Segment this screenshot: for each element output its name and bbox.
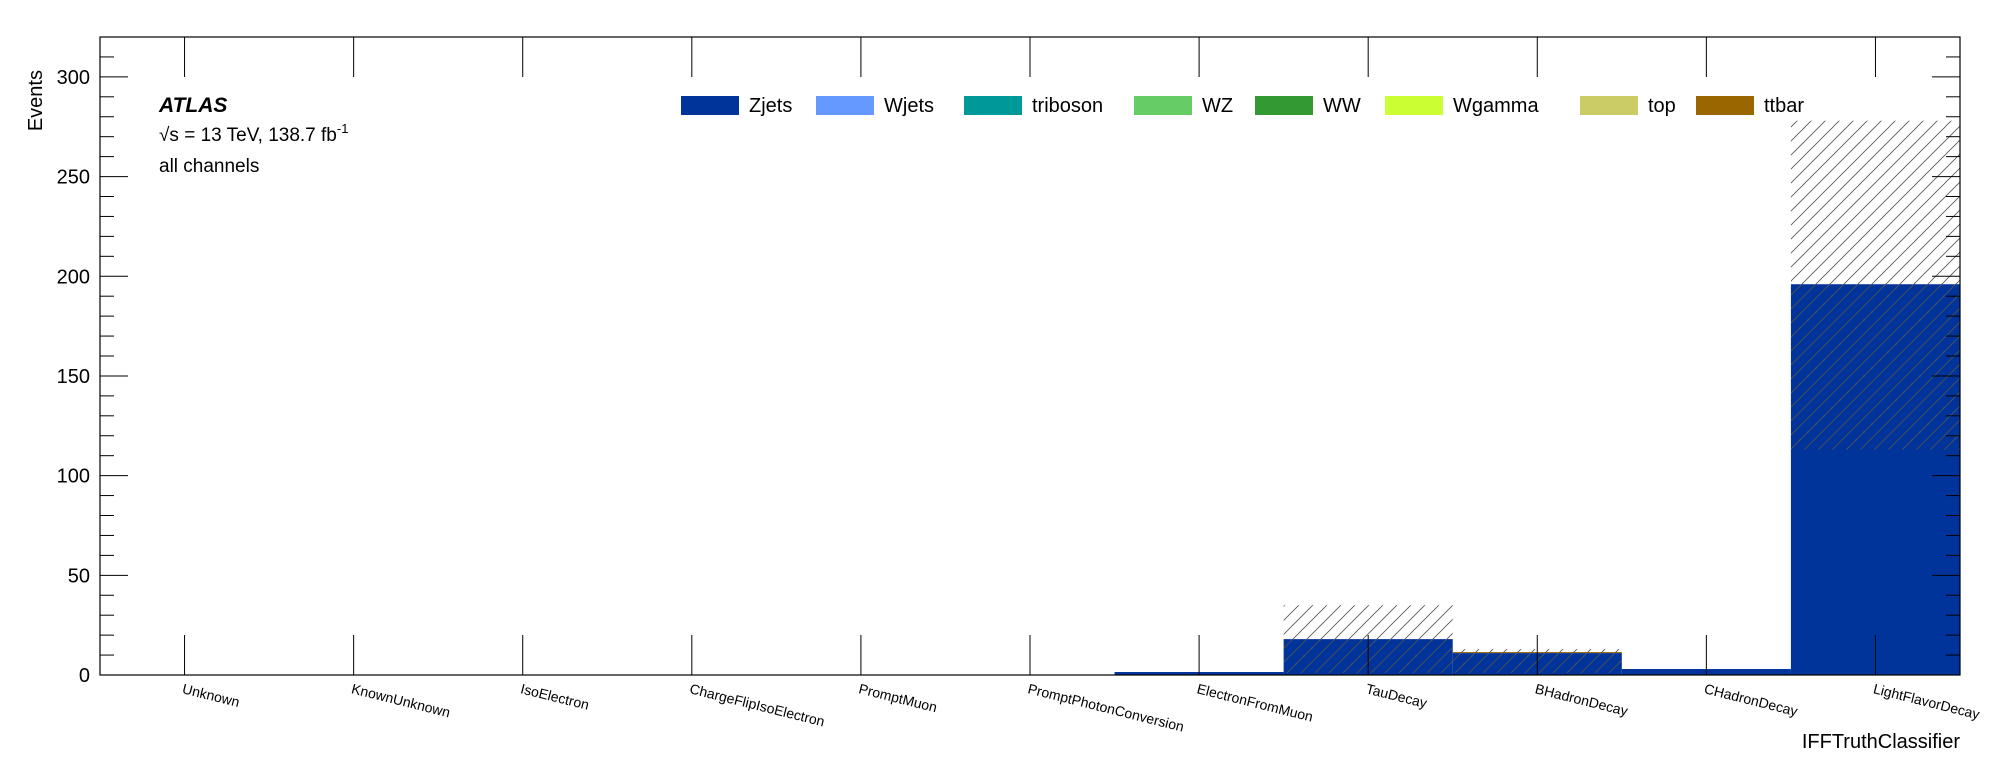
channel-label: all channels: [159, 156, 259, 177]
atlas-label: ATLAS: [158, 94, 227, 117]
y-axis-label: Events: [25, 70, 47, 131]
x-tick-label-chadrondecay: CHadronDecay: [1703, 680, 1800, 719]
legend-label-top: top: [1648, 95, 1676, 117]
x-axis-label: IFFTruthClassifier: [1802, 731, 1961, 753]
legend-swatch-triboson: [964, 96, 1022, 115]
legend-swatch-zjets: [681, 96, 739, 115]
energy-lumi-label: √s = 13 TeV, 138.7 fb-1: [159, 121, 348, 146]
x-tick-label-knownunknown: KnownUnknown: [350, 680, 452, 720]
x-axis: Unknown KnownUnknown IsoElectron ChargeFlip…: [181, 37, 1981, 735]
x-tick-label-bhadrondecay: BHadronDecay: [1534, 680, 1630, 718]
legend-swatch-ttbar: [1696, 96, 1754, 115]
y-tick-label: 300: [57, 67, 90, 89]
x-tick-label-chargeflipisoelectron: ChargeFlipIsoElectron: [688, 680, 826, 729]
legend-swatch-wz: [1134, 96, 1192, 115]
legend-label-wjets: Wjets: [884, 95, 934, 117]
legend-label-wgamma: Wgamma: [1453, 95, 1539, 117]
legend-swatch-wgamma: [1385, 96, 1443, 115]
y-tick-label: 0: [79, 665, 90, 687]
legend-label-triboson: triboson: [1032, 95, 1103, 117]
x-tick-label-lightflavordecay: LightFlavorDecay: [1872, 680, 1982, 722]
legend-label-zjets: Zjets: [749, 95, 792, 117]
legend-swatch-ww: [1255, 96, 1313, 115]
legend-label-ttbar: ttbar: [1764, 95, 1804, 117]
y-tick-label: 100: [57, 466, 90, 488]
legend: Zjets Wjets triboson WZ WW Wgamma top ttbar: [681, 95, 1804, 117]
legend-swatch-top: [1580, 96, 1638, 115]
legend-label-wz: WZ: [1202, 95, 1233, 117]
uncertainty-band-lightflavordecay: [1790, 120, 1960, 450]
legend-swatch-wjets: [816, 96, 874, 115]
plot-frame: [99, 36, 1961, 676]
energy-lumi-text: √s = 13 TeV, 138.7 fb: [159, 125, 337, 146]
x-tick-label-promptphotonconversion: PromptPhotonConversion: [1026, 680, 1185, 734]
x-tick-label-electronfrommuon: ElectronFromMuon: [1195, 680, 1314, 724]
y-tick-label: 200: [57, 266, 90, 288]
lumi-unit-exponent: -1: [337, 121, 349, 136]
x-tick-label-promptmuon: PromptMuon: [857, 680, 939, 715]
legend-label-ww: WW: [1323, 95, 1361, 117]
x-tick-label-unknown: Unknown: [181, 680, 242, 710]
x-tick-label-taudecay: TauDecay: [1364, 680, 1428, 711]
x-tick-label-isoelectron: IsoElectron: [519, 680, 591, 712]
y-tick-label: 150: [57, 366, 90, 388]
y-axis: 0 50 100 150 200 250 300: [57, 36, 1960, 687]
y-tick-label: 50: [68, 565, 90, 587]
y-tick-label: 250: [57, 167, 90, 189]
